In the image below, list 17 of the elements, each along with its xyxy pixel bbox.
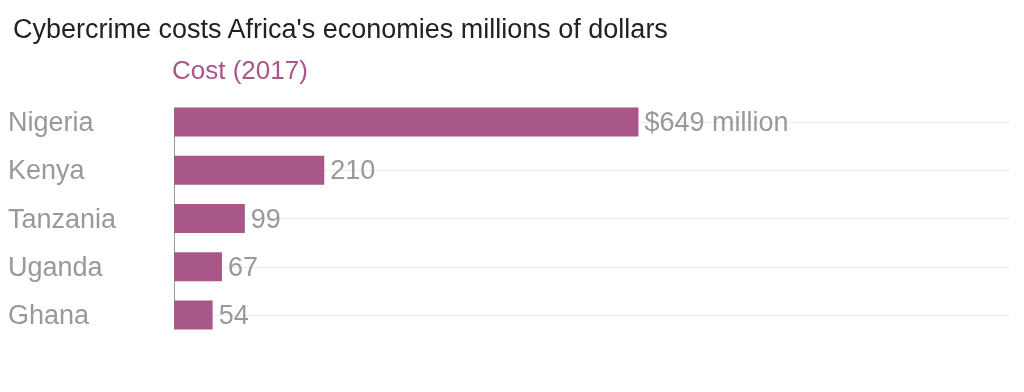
y-tick-label: Tanzania — [8, 203, 118, 234]
y-tick-label: Uganda — [8, 251, 104, 282]
y-tick-label: Kenya — [8, 155, 86, 186]
data-label: 99 — [250, 203, 281, 234]
bar — [174, 300, 213, 330]
y-tick-label: Nigeria — [8, 107, 95, 137]
data-label: 210 — [330, 155, 376, 186]
bar — [174, 252, 222, 282]
chart-title: Cybercrime costs Africa's economies millions of dollars — [13, 13, 668, 44]
data-label: $649 million — [644, 107, 789, 137]
bar — [174, 107, 639, 137]
bar — [174, 204, 245, 233]
data-label: 54 — [218, 300, 249, 330]
y-tick-label: Ghana — [8, 300, 91, 330]
data-label: 67 — [227, 251, 258, 282]
series-label: Cost (2017) — [172, 55, 308, 85]
bar — [174, 155, 325, 185]
